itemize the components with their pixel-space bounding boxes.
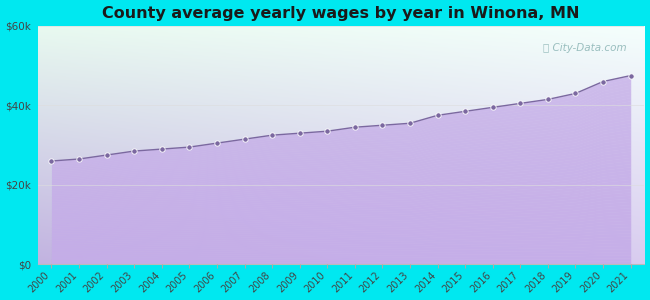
- Point: [432, 113, 443, 118]
- Point: [46, 159, 57, 164]
- Point: [405, 121, 415, 126]
- Point: [625, 73, 636, 78]
- Point: [460, 109, 471, 114]
- Point: [488, 105, 498, 110]
- Point: [598, 79, 608, 84]
- Point: [129, 149, 139, 154]
- Point: [239, 137, 250, 142]
- Point: [184, 145, 194, 149]
- Point: [101, 153, 112, 158]
- Point: [74, 157, 85, 161]
- Point: [515, 101, 526, 106]
- Point: [377, 123, 387, 128]
- Point: [543, 97, 553, 102]
- Text: ⓘ City-Data.com: ⓘ City-Data.com: [543, 43, 626, 52]
- Point: [322, 129, 332, 134]
- Point: [157, 147, 167, 152]
- Point: [267, 133, 278, 138]
- Point: [570, 91, 580, 96]
- Point: [350, 125, 360, 130]
- Point: [212, 141, 222, 146]
- Title: County average yearly wages by year in Winona, MN: County average yearly wages by year in W…: [102, 6, 580, 21]
- Point: [294, 131, 305, 136]
